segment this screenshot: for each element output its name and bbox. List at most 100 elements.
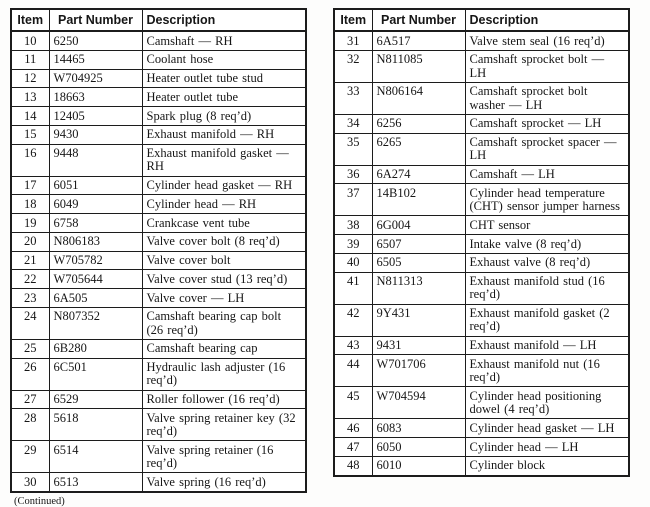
description-cell: Camshaft bearing cap [141, 338, 307, 359]
part-number-cell: 6050 [371, 437, 466, 457]
item-cell: 48 [333, 455, 373, 477]
item-cell: 10 [10, 30, 50, 51]
table-row: 25 6B280 Camshaft bearing cap [10, 338, 307, 359]
description-cell: Cylinder head positioning dowel (4 req’d… [464, 386, 630, 420]
table-row: 38 6G004 CHT sensor [333, 215, 630, 235]
part-number-cell: W705782 [48, 250, 143, 271]
part-number-cell: N807352 [48, 306, 143, 340]
description-cell: Valve cover bolt (8 req’d) [141, 231, 307, 252]
item-cell: 13 [10, 87, 50, 107]
table-row: 12 W704925 Heater outlet tube stud [10, 68, 307, 89]
part-number-cell: 6529 [48, 389, 143, 410]
column-header-part-number: Part Number [48, 8, 143, 32]
description-cell: Valve cover stud (13 req’d) [141, 269, 307, 289]
part-number-cell: 5618 [48, 408, 143, 442]
description-cell: Valve spring retainer key (32 req’d) [141, 408, 307, 442]
part-number-cell: 18663 [48, 87, 143, 107]
item-cell: 38 [333, 215, 373, 235]
description-cell: Valve cover bolt [141, 250, 307, 271]
part-number-cell: W701706 [371, 354, 466, 388]
table-row: 33 N806164 Camshaft sprocket bolt washer —… [333, 81, 630, 115]
description-cell: Exhaust manifold stud (16 req’d) [464, 271, 630, 305]
part-number-cell: 6250 [48, 30, 143, 51]
table-row: 10 6250 Camshaft — RH [10, 30, 307, 51]
item-cell: 20 [10, 231, 50, 252]
table-row: 36 6A274 Camshaft — LH [333, 164, 630, 185]
item-cell: 44 [333, 354, 373, 388]
item-cell: 17 [10, 175, 50, 196]
description-cell: Roller follower (16 req’d) [141, 389, 307, 410]
part-number-cell: 6C501 [48, 357, 143, 391]
column-header-item: Item [333, 8, 373, 32]
parts-table-left: Item Part Number Description 10 6250 Camshaf… [10, 8, 307, 493]
part-number-cell: 12405 [48, 106, 143, 126]
description-cell: Exhaust manifold — RH [141, 124, 307, 145]
description-cell: Coolant hose [141, 49, 307, 70]
item-cell: 43 [333, 335, 373, 356]
column-header-description: Description [141, 8, 307, 32]
table-row: 39 6507 Intake valve (8 req’d) [333, 234, 630, 254]
description-cell: Exhaust manifold nut (16 req’d) [464, 354, 630, 388]
item-cell: 23 [10, 288, 50, 308]
right-table-column: Item Part Number Description 31 6A517 Valve … [333, 8, 630, 477]
table-row: 48 6010 Cylinder block [333, 455, 630, 477]
column-header-description: Description [464, 8, 630, 32]
item-cell: 35 [333, 132, 373, 166]
part-number-cell: N811313 [371, 271, 466, 305]
part-number-cell: N806183 [48, 231, 143, 252]
item-cell: 45 [333, 386, 373, 420]
table-row: 23 6A505 Valve cover — LH [10, 288, 307, 308]
table-row: 16 9448 Exhaust manifold gasket — RH [10, 143, 307, 177]
part-number-cell: 6G004 [371, 215, 466, 235]
table-row: 42 9Y431 Exhaust manifold gasket (2 req’d) [333, 303, 630, 337]
part-number-cell: 9448 [48, 143, 143, 177]
part-number-cell: 6A505 [48, 288, 143, 308]
item-cell: 26 [10, 357, 50, 391]
item-cell: 27 [10, 389, 50, 410]
table-row: 45 W704594 Cylinder head positioning dowel… [333, 386, 630, 420]
item-cell: 42 [333, 303, 373, 337]
table-row: 15 9430 Exhaust manifold — RH [10, 124, 307, 145]
part-number-cell: 6051 [48, 175, 143, 196]
item-cell: 14 [10, 106, 50, 126]
table-row: 47 6050 Cylinder head — LH [333, 437, 630, 457]
item-cell: 47 [333, 437, 373, 457]
header-row: Item Part Number Description [10, 8, 307, 32]
table-row: 31 6A517 Valve stem seal (16 req’d) [333, 30, 630, 51]
item-cell: 31 [333, 30, 373, 51]
item-cell: 37 [333, 183, 373, 217]
description-cell: Valve spring (16 req’d) [141, 472, 307, 493]
table-row: 24 N807352 Camshaft bearing cap bolt (26 r… [10, 306, 307, 340]
table-row: 13 18663 Heater outlet tube [10, 87, 307, 107]
table-row: 26 6C501 Hydraulic lash adjuster (16 req’d… [10, 357, 307, 391]
part-number-cell: W704594 [371, 386, 466, 420]
part-number-cell: W704925 [48, 68, 143, 89]
item-cell: 24 [10, 306, 50, 340]
item-cell: 16 [10, 143, 50, 177]
part-number-cell: 6A517 [371, 30, 466, 51]
table-row: 44 W701706 Exhaust manifold nut (16 req’d) [333, 354, 630, 388]
description-cell: Exhaust valve (8 req’d) [464, 252, 630, 273]
table-row: 22 W705644 Valve cover stud (13 req’d) [10, 269, 307, 289]
description-cell: Exhaust manifold gasket — RH [141, 143, 307, 177]
table-row: 46 6083 Cylinder head gasket — LH [333, 418, 630, 438]
description-cell: Camshaft bearing cap bolt (26 req’d) [141, 306, 307, 340]
part-number-cell: 6507 [371, 234, 466, 254]
description-cell: Cylinder block [464, 455, 630, 477]
description-cell: Cylinder head — LH [464, 437, 630, 457]
table-row: 37 14B102 Cylinder head temperature (CHT) … [333, 183, 630, 217]
item-cell: 19 [10, 213, 50, 233]
description-cell: Camshaft — RH [141, 30, 307, 51]
part-number-cell: 6049 [48, 194, 143, 214]
description-cell: Camshaft sprocket — LH [464, 113, 630, 134]
part-number-cell: 6256 [371, 113, 466, 134]
description-cell: Crankcase vent tube [141, 213, 307, 233]
part-number-cell: 6010 [371, 455, 466, 477]
description-cell: Heater outlet tube stud [141, 68, 307, 89]
description-cell: Camshaft sprocket bolt washer — LH [464, 81, 630, 115]
part-number-cell: 6513 [48, 472, 143, 493]
table-row: 43 9431 Exhaust manifold — LH [333, 335, 630, 356]
part-number-cell: 6758 [48, 213, 143, 233]
